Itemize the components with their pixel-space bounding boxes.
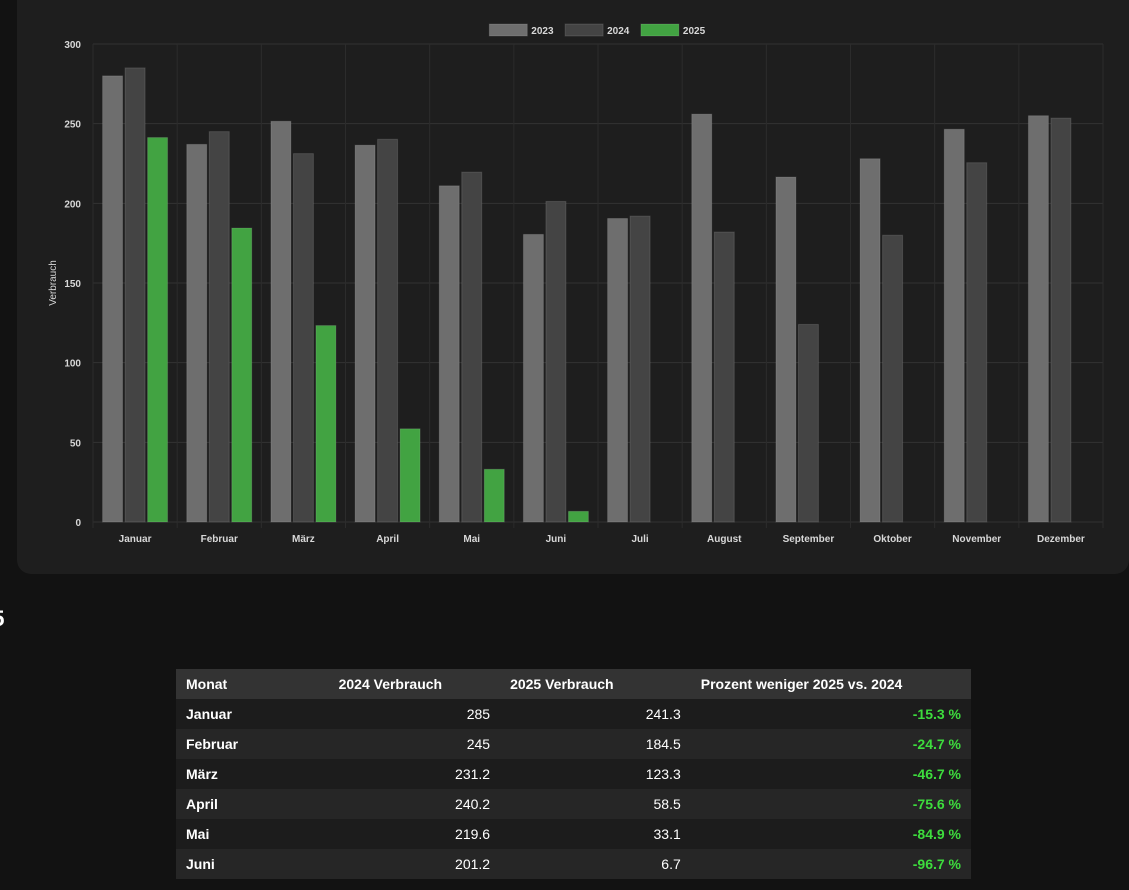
bar-2024-September — [797, 323, 819, 523]
cell-month: Mai — [176, 819, 329, 849]
table-row: April 240.2 58.5 -75.6 % — [176, 789, 971, 819]
cell-percent: -84.9 % — [690, 819, 971, 849]
cell-percent: -46.7 % — [690, 759, 971, 789]
y-tick-label: 50 — [70, 438, 82, 449]
cell-percent: -75.6 % — [690, 789, 971, 819]
legend-label: 2025 — [683, 26, 706, 37]
bar-2025-Februar — [231, 227, 253, 523]
bar-2023-Juni — [522, 233, 544, 523]
x-tick-label: August — [707, 534, 742, 545]
legend-swatch-2024 — [564, 23, 604, 37]
x-tick-label: September — [783, 534, 835, 545]
header-month: Monat — [176, 669, 329, 699]
bar-2024-April — [377, 138, 399, 523]
table-row: Februar 245 184.5 -24.7 % — [176, 729, 971, 759]
legend-swatch-2025 — [640, 23, 680, 37]
header-percent: Prozent weniger 2025 vs. 2024 — [690, 669, 971, 699]
cell-2024: 201.2 — [328, 849, 501, 879]
cell-2025: 184.5 — [500, 729, 691, 759]
x-tick-label: Dezember — [1037, 534, 1085, 545]
section-heading: 25 — [0, 606, 4, 632]
legend-label: 2024 — [607, 26, 630, 37]
bar-2023-Januar — [102, 75, 124, 523]
x-tick-label: April — [376, 534, 399, 545]
bar-2024-Mai — [461, 171, 483, 523]
cell-percent: -24.7 % — [690, 729, 971, 759]
bar-2023-März — [270, 120, 292, 523]
bar-2023-April — [354, 144, 376, 523]
bar-2025-Mai — [483, 468, 505, 523]
cell-2024: 285 — [328, 699, 501, 729]
legend-label: 2023 — [531, 26, 554, 37]
cell-percent: -96.7 % — [690, 849, 971, 879]
y-tick-label: 200 — [64, 199, 81, 210]
bar-chart: 0 50 100 150 200 250 300 Verbrauch Januar Februar… — [48, 23, 1104, 545]
bar-2024-Juni — [545, 200, 567, 523]
bar-2025-April — [399, 428, 421, 523]
bar-2024-Juli — [629, 215, 651, 523]
cell-2025: 123.3 — [500, 759, 691, 789]
bar-2024-Oktober — [882, 234, 904, 523]
bar-2024-August — [713, 231, 735, 523]
bar-2023-Februar — [186, 143, 208, 523]
y-tick-label: 150 — [64, 279, 81, 290]
cell-2024: 240.2 — [328, 789, 501, 819]
bar-2023-August — [691, 113, 713, 523]
bar-2025-Januar — [147, 137, 169, 523]
x-tick-label: März — [292, 534, 315, 545]
cell-2024: 245 — [328, 729, 501, 759]
x-tick-label: Februar — [201, 534, 238, 545]
bar-2023-Oktober — [859, 158, 881, 523]
bar-2024-März — [292, 153, 314, 523]
cell-month: Februar — [176, 729, 329, 759]
cell-2025: 33.1 — [500, 819, 691, 849]
cell-month: Januar — [176, 699, 329, 729]
y-tick-label: 300 — [64, 40, 81, 51]
cell-2025: 241.3 — [500, 699, 691, 729]
cell-2024: 231.2 — [328, 759, 501, 789]
y-tick-label: 250 — [64, 120, 81, 131]
x-tick-label: Juni — [546, 534, 567, 545]
bar-2024-Februar — [208, 131, 230, 523]
bar-2025-Juni — [567, 510, 589, 523]
bar-2024-Dezember — [1050, 117, 1072, 523]
table-row: Januar 285 241.3 -15.3 % — [176, 699, 971, 729]
bar-2023-November — [943, 128, 965, 523]
table-row: Mai 219.6 33.1 -84.9 % — [176, 819, 971, 849]
y-axis-title: Verbrauch — [48, 260, 59, 306]
cell-month: Juni — [176, 849, 329, 879]
cell-month: April — [176, 789, 329, 819]
x-tick-label: Oktober — [873, 534, 911, 545]
legend-swatch-2023 — [488, 23, 528, 37]
bar-2023-Dezember — [1027, 115, 1049, 523]
y-tick-label: 0 — [75, 518, 81, 529]
y-tick-label: 100 — [64, 359, 81, 370]
cell-2025: 6.7 — [500, 849, 691, 879]
x-tick-label: Mai — [463, 534, 480, 545]
cell-2024: 219.6 — [328, 819, 501, 849]
bar-2023-September — [775, 176, 797, 523]
header-2024: 2024 Verbrauch — [328, 669, 501, 699]
comparison-table: Monat 2024 Verbrauch 2025 Verbrauch Proz… — [176, 669, 971, 879]
bar-2024-November — [966, 162, 988, 523]
cell-percent: -15.3 % — [690, 699, 971, 729]
bar-2023-Mai — [438, 185, 460, 523]
header-2025: 2025 Verbrauch — [500, 669, 691, 699]
bar-2025-März — [315, 325, 337, 523]
bar-2023-Juli — [607, 217, 629, 523]
cell-month: März — [176, 759, 329, 789]
x-tick-label: Januar — [119, 534, 152, 545]
cell-2025: 58.5 — [500, 789, 691, 819]
x-tick-label: November — [952, 534, 1001, 545]
chart-card: 0 50 100 150 200 250 300 Verbrauch Januar Februar… — [17, 0, 1129, 574]
table-row: März 231.2 123.3 -46.7 % — [176, 759, 971, 789]
x-tick-label: Juli — [631, 534, 648, 545]
table-row: Juni 201.2 6.7 -96.7 % — [176, 849, 971, 879]
bar-2024-Januar — [124, 67, 146, 523]
table-header-row: Monat 2024 Verbrauch 2025 Verbrauch Proz… — [176, 669, 971, 699]
